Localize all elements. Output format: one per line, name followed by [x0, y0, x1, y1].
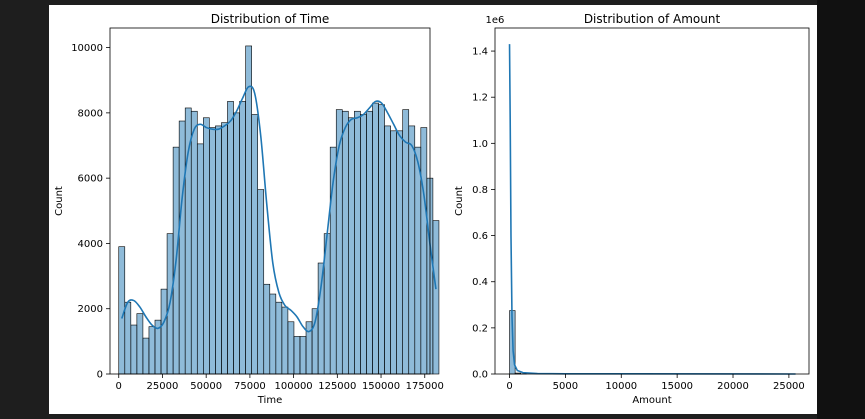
time-y-axis-label: Count: [54, 186, 65, 216]
time-histogram-bar: [341, 110, 349, 375]
time-histogram-bar: [245, 45, 252, 375]
time-histogram-bar: [275, 301, 283, 375]
time-histogram-bar: [251, 114, 259, 375]
time-chart-title: Distribution of Time: [211, 12, 330, 26]
time-histogram-bar: [178, 120, 186, 375]
amount-axes-frame: [494, 27, 810, 375]
amount-y-tick-label: 0.0: [472, 370, 488, 381]
time-histogram-bar: [209, 127, 216, 375]
time-histogram-bar: [269, 293, 277, 375]
time-x-axis-label: Time: [257, 395, 282, 406]
time-histogram-bar: [408, 125, 416, 375]
amount-x-tick-label: 20000: [717, 381, 749, 392]
time-histogram-bar: [366, 110, 373, 375]
time-histogram-bar: [390, 130, 397, 375]
amount-y-tick-label: 1.2: [472, 93, 488, 104]
time-y-tick-label: 8000: [78, 108, 103, 119]
time-y-tick-label: 10000: [71, 43, 103, 54]
amount-y-tick-label: 1.4: [472, 47, 488, 58]
time-kde-line: [121, 85, 437, 333]
amount-x-tick-label: 25000: [773, 381, 805, 392]
time-histogram-bar: [263, 283, 271, 375]
time-histogram-bar: [348, 117, 355, 375]
time-histogram-bar: [287, 321, 295, 375]
time-x-tick-label: 50000: [190, 381, 222, 392]
time-histogram-bar: [203, 117, 210, 375]
time-x-tick-label: 75000: [234, 381, 266, 392]
time-histogram-bar: [142, 337, 150, 375]
amount-y-tick-label: 0.8: [472, 185, 488, 196]
time-histogram-bar: [227, 101, 234, 375]
amount-y-tick-label: 0.4: [472, 277, 488, 288]
amount-x-axis-label: Amount: [632, 395, 671, 406]
time-histogram-bar: [414, 146, 422, 375]
time-histogram-bar: [281, 306, 289, 375]
time-y-tick-label: 6000: [78, 174, 103, 185]
amount-x-tick-label: 5000: [553, 381, 578, 392]
time-histogram-bar: [420, 127, 428, 375]
amount-y-tick-label: 0.2: [472, 323, 488, 334]
time-histogram-bar: [136, 313, 144, 375]
time-histogram-bar: [378, 104, 385, 375]
time-x-tick-label: 100000: [275, 381, 313, 392]
amount-x-tick-label: 10000: [605, 381, 637, 392]
amount-kde-line: [508, 44, 796, 375]
time-axes-frame: [109, 27, 431, 375]
time-histogram-bar: [148, 326, 156, 375]
time-histogram-bar: [299, 336, 307, 375]
time-x-tick-label: 0: [116, 381, 122, 392]
time-x-tick-label: 150000: [362, 381, 400, 392]
window-edge: [817, 0, 865, 419]
chart-canvas: 0 25000 50000 75000 100000 125000 150000 175000…: [54, 12, 810, 406]
time-histogram-bar: [396, 130, 403, 375]
time-histogram-bar: [372, 102, 379, 375]
amount-chart-title: Distribution of Amount: [584, 12, 721, 26]
time-histogram-bar: [196, 143, 204, 375]
time-histogram-bar: [257, 189, 265, 375]
time-histogram-bar: [354, 110, 361, 375]
amount-x-tick-label: 15000: [661, 381, 693, 392]
time-histogram-bar: [215, 125, 222, 375]
time-histogram-bar: [233, 112, 240, 375]
time-histogram-bar: [432, 220, 440, 375]
time-histogram-bar: [239, 101, 246, 375]
time-histogram-bar: [190, 110, 198, 375]
time-x-tick-label: 175000: [406, 381, 444, 392]
amount-y-axis-label: Count: [454, 186, 465, 216]
time-histogram-bar: [402, 109, 410, 375]
time-x-tick-label: 25000: [147, 381, 179, 392]
time-x-tick-label: 125000: [318, 381, 356, 392]
amount-y-offset-text: 1e6: [486, 15, 505, 26]
figure: 0 25000 50000 75000 100000 125000 150000 175000…: [49, 5, 817, 414]
time-histogram-bar: [160, 288, 168, 375]
time-histogram-bar: [221, 122, 228, 375]
amount-y-tick-label: 0.6: [472, 231, 488, 242]
amount-y-tick-label: 1.0: [472, 139, 488, 150]
time-histogram-bar: [360, 114, 367, 375]
time-y-tick-label: 4000: [78, 239, 103, 250]
time-y-tick-label: 0: [97, 370, 103, 381]
time-y-tick-label: 2000: [78, 304, 103, 315]
time-histogram-bar: [293, 336, 301, 375]
time-histogram-bar: [130, 324, 138, 375]
amount-x-tick-label: 0: [506, 381, 512, 392]
time-histogram-bar: [124, 301, 132, 375]
time-histogram-bar: [384, 125, 391, 375]
